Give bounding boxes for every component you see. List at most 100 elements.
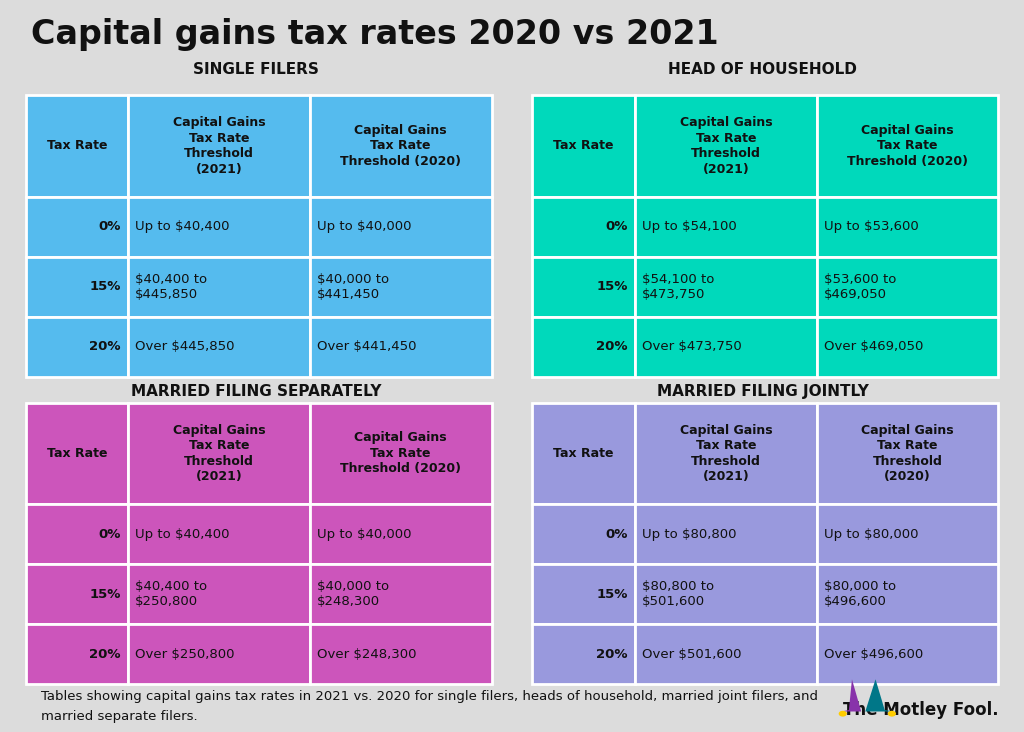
Bar	[128, 564, 310, 624]
Bar	[310, 95, 492, 197]
Bar	[310, 624, 492, 684]
Bar	[532, 317, 635, 377]
Bar	[635, 257, 817, 317]
Text: Capital Gains
Tax Rate
Threshold (2020): Capital Gains Tax Rate Threshold (2020)	[340, 124, 461, 168]
Bar	[635, 504, 817, 564]
Text: The Motley Fool.: The Motley Fool.	[843, 701, 998, 719]
Text: $54,100 to
$473,750: $54,100 to $473,750	[642, 272, 715, 301]
Text: Capital Gains
Tax Rate
Threshold (2020): Capital Gains Tax Rate Threshold (2020)	[340, 431, 461, 475]
Text: $40,400 to
$250,800: $40,400 to $250,800	[135, 580, 208, 608]
Bar	[532, 504, 635, 564]
Text: 20%: 20%	[89, 648, 121, 661]
Text: Capital Gains
Tax Rate
Threshold
(2021): Capital Gains Tax Rate Threshold (2021)	[173, 424, 265, 483]
Text: $80,800 to
$501,600: $80,800 to $501,600	[642, 580, 715, 608]
Text: 15%: 15%	[89, 588, 121, 601]
Text: Capital Gains
Tax Rate
Threshold
(2020): Capital Gains Tax Rate Threshold (2020)	[861, 424, 954, 483]
Bar	[128, 403, 310, 504]
Bar	[26, 95, 128, 197]
Text: Over $469,050: Over $469,050	[824, 340, 924, 354]
Bar	[310, 403, 492, 504]
Bar	[817, 317, 998, 377]
Polygon shape	[841, 679, 861, 712]
Text: married separate filers.: married separate filers.	[41, 710, 198, 723]
Bar	[635, 564, 817, 624]
Text: Up to $40,400: Up to $40,400	[135, 220, 229, 234]
Bar	[635, 197, 817, 257]
Text: Capital Gains
Tax Rate
Threshold
(2021): Capital Gains Tax Rate Threshold (2021)	[680, 424, 772, 483]
Text: MARRIED FILING SEPARATELY: MARRIED FILING SEPARATELY	[131, 384, 381, 399]
Text: Tax Rate: Tax Rate	[554, 139, 614, 152]
Text: 20%: 20%	[596, 648, 628, 661]
Bar	[26, 257, 128, 317]
Text: 15%: 15%	[596, 588, 628, 601]
Text: Tax Rate: Tax Rate	[554, 447, 614, 460]
Bar	[26, 403, 128, 504]
Text: 0%: 0%	[98, 528, 121, 541]
Circle shape	[888, 711, 896, 717]
Bar	[128, 624, 310, 684]
Text: Tax Rate: Tax Rate	[47, 139, 108, 152]
Text: Tax Rate: Tax Rate	[47, 447, 108, 460]
Bar	[26, 197, 128, 257]
Text: 15%: 15%	[596, 280, 628, 294]
Bar	[817, 403, 998, 504]
Text: Over $250,800: Over $250,800	[135, 648, 234, 661]
Text: 0%: 0%	[98, 220, 121, 234]
Bar	[635, 95, 817, 197]
Text: Over $496,600: Over $496,600	[824, 648, 923, 661]
Text: Capital Gains
Tax Rate
Threshold (2020): Capital Gains Tax Rate Threshold (2020)	[847, 124, 968, 168]
Bar	[310, 257, 492, 317]
Bar	[310, 504, 492, 564]
Text: Tables showing capital gains tax rates in 2021 vs. 2020 for single filers, heads: Tables showing capital gains tax rates i…	[41, 690, 818, 703]
Text: Up to $53,600: Up to $53,600	[824, 220, 919, 234]
Bar	[128, 257, 310, 317]
Text: Capital Gains
Tax Rate
Threshold
(2021): Capital Gains Tax Rate Threshold (2021)	[173, 116, 265, 176]
Bar	[532, 564, 635, 624]
Text: Over $445,850: Over $445,850	[135, 340, 234, 354]
Bar	[26, 504, 128, 564]
Bar	[817, 95, 998, 197]
Bar	[26, 564, 128, 624]
Text: Capital Gains
Tax Rate
Threshold
(2021): Capital Gains Tax Rate Threshold (2021)	[680, 116, 772, 176]
Text: 20%: 20%	[596, 340, 628, 354]
Bar	[635, 403, 817, 504]
Bar	[532, 197, 635, 257]
Text: $80,000 to
$496,600: $80,000 to $496,600	[824, 580, 896, 608]
Bar	[817, 257, 998, 317]
Bar	[532, 403, 635, 504]
Bar	[532, 624, 635, 684]
Text: SINGLE FILERS: SINGLE FILERS	[194, 62, 318, 77]
Text: Up to $40,400: Up to $40,400	[135, 528, 229, 541]
Text: MARRIED FILING JOINTLY: MARRIED FILING JOINTLY	[657, 384, 868, 399]
Text: 15%: 15%	[89, 280, 121, 294]
Text: 20%: 20%	[89, 340, 121, 354]
Text: Up to $40,000: Up to $40,000	[317, 220, 412, 234]
Text: Up to $80,800: Up to $80,800	[642, 528, 736, 541]
Text: Over $248,300: Over $248,300	[317, 648, 417, 661]
Bar	[532, 257, 635, 317]
Bar	[310, 197, 492, 257]
Bar	[26, 317, 128, 377]
Bar	[310, 317, 492, 377]
Text: Over $473,750: Over $473,750	[642, 340, 742, 354]
Text: $40,000 to
$441,450: $40,000 to $441,450	[317, 272, 389, 301]
Bar	[128, 95, 310, 197]
Text: 0%: 0%	[605, 220, 628, 234]
Bar	[817, 564, 998, 624]
Text: $40,400 to
$445,850: $40,400 to $445,850	[135, 272, 208, 301]
Text: Over $441,450: Over $441,450	[317, 340, 417, 354]
Bar	[128, 197, 310, 257]
Bar	[635, 317, 817, 377]
Bar	[310, 564, 492, 624]
Text: $53,600 to
$469,050: $53,600 to $469,050	[824, 272, 896, 301]
Text: 0%: 0%	[605, 528, 628, 541]
Bar	[532, 95, 635, 197]
Bar	[817, 504, 998, 564]
Bar	[128, 317, 310, 377]
Text: Over $501,600: Over $501,600	[642, 648, 741, 661]
Bar	[26, 624, 128, 684]
Text: Up to $54,100: Up to $54,100	[642, 220, 737, 234]
Text: Up to $40,000: Up to $40,000	[317, 528, 412, 541]
Text: Capital gains tax rates 2020 vs 2021: Capital gains tax rates 2020 vs 2021	[31, 18, 719, 51]
Polygon shape	[865, 679, 894, 712]
